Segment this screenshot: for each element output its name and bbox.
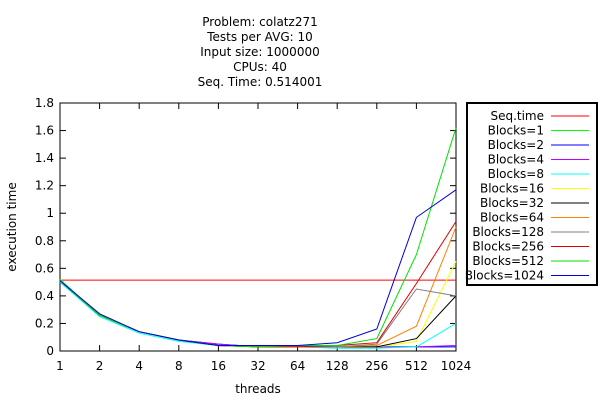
legend-label: Blocks=128 [472, 225, 544, 239]
x-tick-label: 512 [405, 359, 428, 373]
legend-label: Blocks=4 [488, 153, 544, 167]
x-tick-label: 128 [326, 359, 349, 373]
legend: Seq.timeBlocks=1Blocks=2Blocks=4Blocks=8… [465, 102, 598, 286]
series-line [59, 189, 457, 346]
axis-ticks: 0 0.2 0.4 0.6 0.8 1 1.2 1.4 1.6 1.8 1 2 4 8 16 32 64 128 2… [35, 96, 471, 373]
y-tick-label: 0.4 [35, 289, 54, 303]
x-tick-label: 64 [290, 359, 305, 373]
y-tick-label: 0.2 [35, 316, 54, 330]
legend-label: Blocks=512 [472, 254, 544, 268]
x-tick-label: 2 [96, 359, 104, 373]
series-line [59, 127, 457, 348]
legend-box [466, 102, 598, 286]
x-axis-label: threads [235, 382, 281, 396]
x-tick-label: 1024 [441, 359, 472, 373]
series-lines [59, 127, 457, 349]
legend-label: Blocks=16 [480, 182, 544, 196]
legend-label: Blocks=1024 [465, 269, 544, 283]
legend-label: Blocks=32 [480, 196, 544, 210]
y-tick-label: 1.2 [35, 179, 54, 193]
legend-label: Blocks=8 [488, 167, 544, 181]
series-line [59, 226, 457, 348]
y-tick-label: 0.8 [35, 234, 54, 248]
y-tick-label: 1.8 [35, 96, 54, 110]
title-line: Input size: 1000000 [200, 45, 319, 59]
x-tick-label: 8 [175, 359, 183, 373]
y-tick-label: 1 [46, 206, 54, 220]
legend-label: Seq.time [490, 109, 544, 123]
x-tick-label: 1 [56, 359, 64, 373]
x-tick-label: 4 [135, 359, 143, 373]
title-line: Tests per AVG: 10 [206, 30, 313, 44]
title-line: CPUs: 40 [233, 60, 287, 74]
x-tick-label: 32 [250, 359, 265, 373]
y-tick-label: 0.6 [35, 261, 54, 275]
legend-label: Blocks=1 [488, 124, 544, 138]
y-axis-label: execution time [5, 182, 19, 271]
series-line [59, 281, 457, 349]
y-tick-label: 1.4 [35, 151, 54, 165]
series-line [59, 281, 456, 348]
title-line: Seq. Time: 0.514001 [198, 75, 323, 89]
title-line: Problem: colatz271 [202, 15, 317, 29]
y-tick-label: 1.6 [35, 124, 54, 138]
series-line [59, 221, 457, 348]
y-tick-label: 0 [46, 344, 54, 358]
legend-label: Blocks=2 [488, 138, 544, 152]
x-tick-label: 16 [211, 359, 226, 373]
x-tick-label: 256 [365, 359, 388, 373]
legend-label: Blocks=256 [472, 240, 544, 254]
legend-label: Blocks=64 [480, 211, 544, 225]
